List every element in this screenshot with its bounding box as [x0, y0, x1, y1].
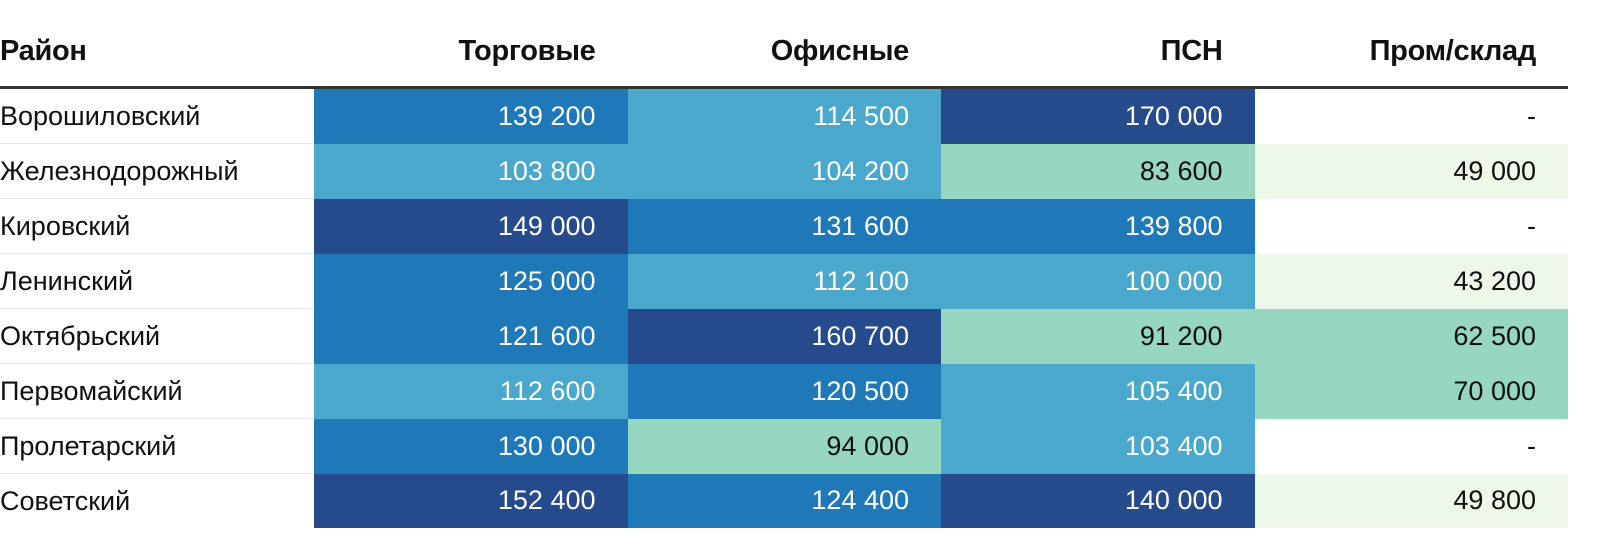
- heat-cell-office: 124 400: [627, 473, 941, 528]
- district-label: Советский: [0, 485, 131, 516]
- heat-cell-retail: 121 600: [314, 308, 628, 364]
- heat-cell-industrial: -: [1254, 418, 1568, 474]
- table-row: Кировский 149 000 131 600 139 800-: [0, 198, 1568, 254]
- heat-cell-psn: 105 400: [941, 363, 1255, 419]
- table-row: Октябрьский 121 600 160 700 91 200 62 500: [0, 308, 1568, 364]
- heat-cell-retail: 130 000: [314, 418, 628, 474]
- district-label: Октябрьский: [0, 308, 314, 364]
- table-row: Ворошиловский 139 200 114 500 170 000-: [0, 87, 1568, 144]
- heat-cell-industrial: 70 000: [1254, 363, 1568, 419]
- heat-cell-psn: 139 800: [941, 198, 1255, 254]
- district-label: Первомайский: [0, 363, 314, 419]
- heat-cell-industrial: 62 500: [1254, 308, 1568, 364]
- heat-cell-office: 120 500: [627, 363, 941, 419]
- table-body: Ворошиловский 139 200 114 500 170 000- Желез…: [0, 87, 1568, 528]
- heatmap-table: Район Торговые Офисные ПСН Пром/склад Во…: [0, 16, 1568, 528]
- column-header-retail: Торговые: [314, 16, 628, 89]
- heat-cell-industrial: -: [1254, 198, 1568, 254]
- heat-cell-industrial: 49 000: [1254, 143, 1568, 199]
- district-label: Железнодорожный: [0, 143, 314, 199]
- table-row: Ленинский 125 000 112 100 100 000 43 200: [0, 253, 1568, 309]
- heat-cell-psn: 100 000: [941, 253, 1255, 309]
- district-label: Ленинский: [0, 253, 314, 309]
- heat-cell-psn: 91 200: [941, 308, 1255, 364]
- heat-cell-office: 114 500: [627, 87, 941, 144]
- heat-cell-office: 160 700: [627, 308, 941, 364]
- heat-cell-retail: 125 000: [314, 253, 628, 309]
- table-row: Железнодорожный 103 800 104 200 83 600 49 00…: [0, 143, 1568, 199]
- district-label: Пролетарский: [0, 418, 314, 474]
- heat-cell-office: 112 100: [627, 253, 941, 309]
- heat-cell-psn: 170 000: [941, 87, 1255, 144]
- heat-cell-psn: 140 000: [941, 473, 1255, 528]
- heat-cell-retail: 152 400: [314, 473, 628, 528]
- district-label: Ворошиловский: [0, 87, 314, 144]
- heat-cell-psn: 103 400: [941, 418, 1255, 474]
- table-row: Пролетарский 130 000 94 000 103 400-: [0, 418, 1568, 474]
- column-header-psn: ПСН: [941, 16, 1255, 89]
- heat-cell-office: 131 600: [627, 198, 941, 254]
- heat-cell-industrial: 43 200: [1254, 253, 1568, 309]
- heat-cell-industrial: 49 800: [1254, 473, 1568, 528]
- heat-cell-industrial: -: [1254, 87, 1568, 144]
- column-header-industrial: Пром/склад: [1254, 16, 1568, 89]
- heat-cell-psn: 83 600: [941, 143, 1255, 199]
- table-row: Первомайский 112 600 120 500 105 400 70 000: [0, 363, 1568, 419]
- heat-cell-office: 94 000: [627, 418, 941, 474]
- heat-cell-office: 104 200: [627, 143, 941, 199]
- heat-cell-retail: 103 800: [314, 143, 628, 199]
- heat-cell-retail: 112 600: [314, 363, 628, 419]
- district-label: Кировский: [0, 198, 314, 254]
- column-header-office: Офисные: [627, 16, 941, 89]
- heat-cell-retail: 149 000: [314, 198, 628, 254]
- table-row: Советский 152 400 124 400 140 000 49 800: [0, 473, 1568, 528]
- heat-cell-retail: 139 200: [314, 87, 628, 144]
- column-header-district: Район: [0, 16, 314, 89]
- header-row: Район Торговые Офисные ПСН Пром/склад: [0, 16, 1568, 89]
